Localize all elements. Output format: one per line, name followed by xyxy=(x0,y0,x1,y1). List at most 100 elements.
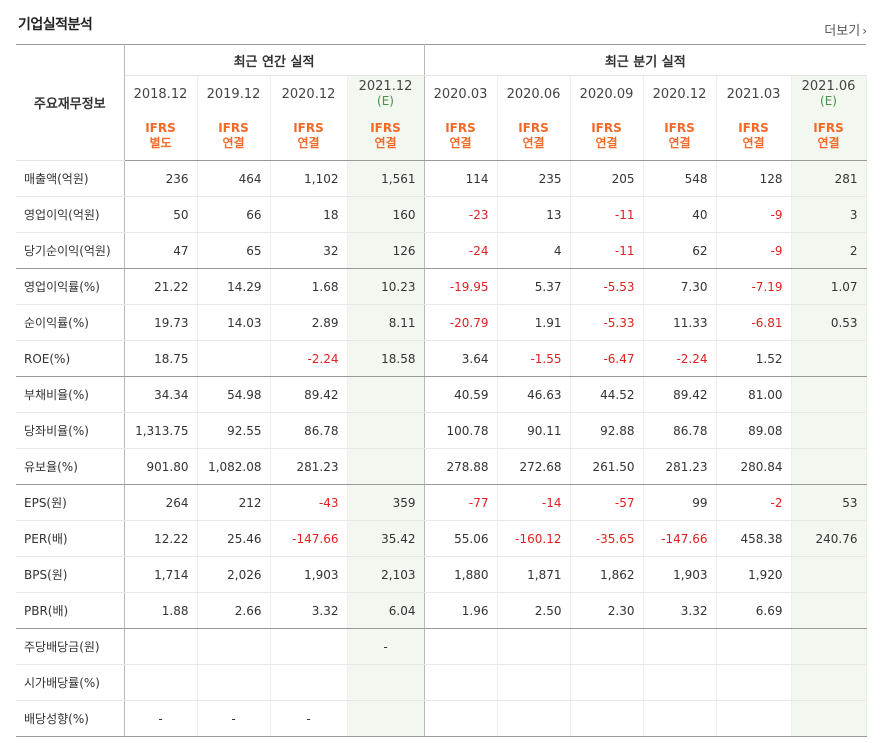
accounting-basis: 연결 xyxy=(449,136,472,150)
cell-value: 40.59 xyxy=(424,376,498,413)
table-row: 영업이익(억원) 50 66 18 160 -23 13 -11 40 -9 3 xyxy=(16,196,867,233)
period-header: 2020.12 xyxy=(643,75,717,112)
cell-value xyxy=(270,628,348,665)
cell-value: 2.50 xyxy=(497,592,571,629)
cell-value: -6.81 xyxy=(716,304,792,341)
cell-value: 6.69 xyxy=(716,592,792,629)
cell-value: 86.78 xyxy=(643,412,717,449)
cell-value: 236 xyxy=(124,160,198,197)
cell-value: 89.42 xyxy=(643,376,717,413)
cell-value: 1.88 xyxy=(124,592,198,629)
cell-value: -77 xyxy=(424,484,498,521)
cell-value xyxy=(791,664,867,701)
cell-value: 100.78 xyxy=(424,412,498,449)
row-label: 배당성향(%) xyxy=(16,700,125,737)
cell-value xyxy=(347,376,425,413)
accounting-standard-name: IFRS xyxy=(813,121,844,135)
cell-value: 205 xyxy=(570,160,644,197)
cell-value: 18.58 xyxy=(347,340,425,377)
cell-value xyxy=(716,664,792,701)
cell-value xyxy=(347,412,425,449)
cell-value: 458.38 xyxy=(716,520,792,557)
cell-value: 264 xyxy=(124,484,198,521)
period-header: 2019.12 xyxy=(197,75,271,112)
cell-value: 2.66 xyxy=(197,592,271,629)
cell-value xyxy=(791,448,867,485)
cell-value xyxy=(570,664,644,701)
cell-value xyxy=(424,664,498,701)
cell-value: -11 xyxy=(570,196,644,233)
table-row: ROE(%) 18.75 -2.24 18.58 3.64 -1.55 -6.47 -2.24… xyxy=(16,340,867,377)
cell-value: 1,880 xyxy=(424,556,498,593)
cell-value: 32 xyxy=(270,232,348,269)
period-label: 2020.12 xyxy=(652,86,707,102)
cell-value xyxy=(791,340,867,377)
accounting-basis: 연결 xyxy=(742,136,765,150)
section-title: 기업실적분석 xyxy=(18,17,93,33)
cell-value xyxy=(570,628,644,665)
row-label: 당좌비율(%) xyxy=(16,412,125,449)
cell-value: 160 xyxy=(347,196,425,233)
cell-value: 2,103 xyxy=(347,556,425,593)
cell-value: -24 xyxy=(424,232,498,269)
cell-value: -160.12 xyxy=(497,520,571,557)
cell-value: 280.84 xyxy=(716,448,792,485)
accounting-standard-name: IFRS xyxy=(591,121,622,135)
table-row: 유보율(%) 901.80 1,082.08 281.23 278.88 272.68 26… xyxy=(16,448,867,485)
period-header: 2020.09 xyxy=(570,75,644,112)
period-label: 2021.06 xyxy=(801,79,856,94)
cell-value: -35.65 xyxy=(570,520,644,557)
cell-value: 34.34 xyxy=(124,376,198,413)
cell-value: 3.64 xyxy=(424,340,498,377)
cell-value: 35.42 xyxy=(347,520,425,557)
cell-value: 62 xyxy=(643,232,717,269)
cell-value: -2 xyxy=(716,484,792,521)
cell-value: 92.88 xyxy=(570,412,644,449)
cell-value: -57 xyxy=(570,484,644,521)
cell-value: 1,082.08 xyxy=(197,448,271,485)
cell-value: 1,561 xyxy=(347,160,425,197)
cell-value: 46.63 xyxy=(497,376,571,413)
cell-value: 3.32 xyxy=(270,592,348,629)
accounting-standard-name: IFRS xyxy=(445,121,476,135)
cell-value: -5.53 xyxy=(570,268,644,305)
cell-value: -6.47 xyxy=(570,340,644,377)
cell-value: 86.78 xyxy=(270,412,348,449)
cell-value: 1.91 xyxy=(497,304,571,341)
cell-value xyxy=(716,700,792,737)
more-link[interactable]: 더보기 › xyxy=(824,20,867,39)
cell-value xyxy=(643,628,717,665)
cell-value: 47 xyxy=(124,232,198,269)
table-row: 주당배당금(원) - xyxy=(16,628,867,665)
row-label: 유보율(%) xyxy=(16,448,125,485)
cell-value: 2.30 xyxy=(570,592,644,629)
cell-value: 89.42 xyxy=(270,376,348,413)
group-quarterly: 최근 분기 실적 xyxy=(424,44,867,76)
row-label: 부채비율(%) xyxy=(16,376,125,413)
period-header: 2018.12 xyxy=(124,75,198,112)
accounting-standard-name: IFRS xyxy=(145,121,176,135)
financial-table: 주요재무정보 최근 연간 실적 최근 분기 실적 2018.12 2019.12 2020… xyxy=(16,44,867,737)
cell-value: 240.76 xyxy=(791,520,867,557)
cell-value xyxy=(347,700,425,737)
cell-value: -147.66 xyxy=(643,520,717,557)
cell-value: 1.07 xyxy=(791,268,867,305)
table-row: 순이익률(%) 19.73 14.03 2.89 8.11 -20.79 1.91 -5.33… xyxy=(16,304,867,341)
period-header: 2020.03 xyxy=(424,75,498,112)
cell-value xyxy=(791,700,867,737)
cell-value xyxy=(791,628,867,665)
row-label: EPS(원) xyxy=(16,484,125,521)
table-row: PBR(배) 1.88 2.66 3.32 6.04 1.96 2.50 2.30 3.32 6.… xyxy=(16,592,867,629)
cell-value xyxy=(497,664,571,701)
cell-value: -2.24 xyxy=(643,340,717,377)
cell-value: 278.88 xyxy=(424,448,498,485)
cell-value: -1.55 xyxy=(497,340,571,377)
cell-value: 548 xyxy=(643,160,717,197)
cell-value: -43 xyxy=(270,484,348,521)
accounting-basis: 별도 xyxy=(149,136,172,150)
cell-value: 281.23 xyxy=(643,448,717,485)
accounting-standard-name: IFRS xyxy=(370,121,401,135)
cell-value: 464 xyxy=(197,160,271,197)
cell-value: 1,714 xyxy=(124,556,198,593)
period-label: 2018.12 xyxy=(133,86,188,102)
